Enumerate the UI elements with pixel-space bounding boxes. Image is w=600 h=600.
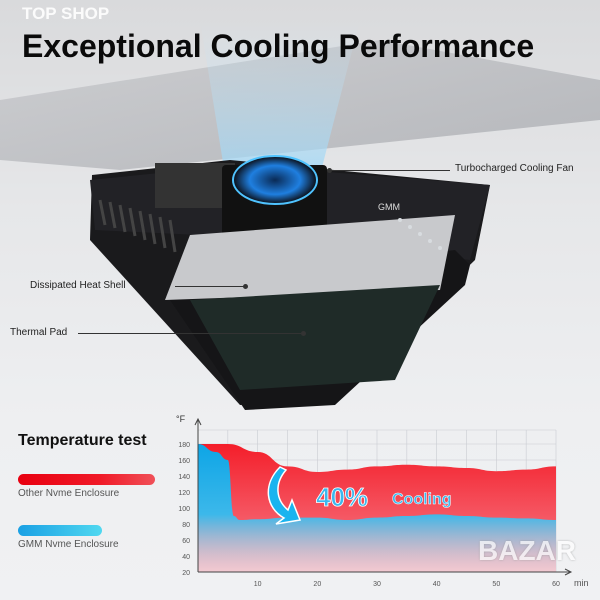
y-axis-unit: °F xyxy=(176,414,186,424)
device-logo: GMM xyxy=(378,202,400,212)
shell-callout-dot xyxy=(243,284,248,289)
x-tick-label: 50 xyxy=(492,581,500,588)
legend-label-other: Other Nvme Enclosure xyxy=(18,488,120,499)
y-tick-label: 20 xyxy=(182,570,190,577)
series-area-gmm xyxy=(198,444,556,572)
airflow xyxy=(200,20,360,175)
x-tick-label: 20 xyxy=(313,581,321,588)
legend-swatch-other xyxy=(18,474,155,485)
y-tick-label: 80 xyxy=(182,522,190,529)
x-tick-label: 30 xyxy=(373,581,381,588)
cooling-label: Cooling xyxy=(392,491,452,508)
shell-callout-line xyxy=(175,286,245,287)
pad-callout-dot xyxy=(301,331,306,336)
callout-thermal-pad: Thermal Pad xyxy=(10,327,68,338)
legend-label-gmm: GMM Nvme Enclosure xyxy=(18,539,119,550)
product-illustration: GMM xyxy=(0,20,600,410)
y-tick-label: 60 xyxy=(182,538,190,545)
y-tick-label: 100 xyxy=(178,506,190,513)
watermark-bazar: BAZAR xyxy=(478,535,576,566)
temperature-chart: 20 40 60 80 100 120 140 160 180 10 20 30 40 50 60 °F m… xyxy=(176,414,589,588)
callout-cooling-fan: Turbocharged Cooling Fan xyxy=(455,163,574,174)
y-tick-label: 40 xyxy=(182,554,190,561)
pad-callout-line xyxy=(78,333,303,334)
fan-icon xyxy=(232,155,318,205)
x-axis-unit: min xyxy=(574,578,589,588)
x-axis-arrow-icon xyxy=(564,568,573,576)
side-vents xyxy=(98,199,177,253)
cooling-arrow-icon xyxy=(267,466,302,525)
watermark-top-shop: TOP SHOP xyxy=(22,4,110,23)
x-tick-label: 60 xyxy=(552,581,560,588)
heatsink-grille xyxy=(155,163,235,208)
fan-callout-dot xyxy=(327,168,332,173)
y-tick-label: 180 xyxy=(178,442,190,449)
legend-swatch-gmm xyxy=(18,525,102,536)
x-tick-label: 40 xyxy=(433,581,441,588)
page-title: Exceptional Cooling Performance xyxy=(22,28,535,64)
y-tick-label: 160 xyxy=(178,458,190,465)
legend-title: Temperature test xyxy=(18,432,147,449)
ssd-board xyxy=(190,285,440,390)
y-tick-label: 120 xyxy=(178,490,190,497)
x-tick-label: 10 xyxy=(254,581,262,588)
y-tick-label: 140 xyxy=(178,474,190,481)
y-axis-arrow-icon xyxy=(194,417,202,426)
cooling-percent: 40% xyxy=(316,482,368,512)
thermal-pad xyxy=(165,215,455,300)
fan-callout-line xyxy=(330,170,450,171)
callout-heat-shell: Dissipated Heat Shell xyxy=(30,280,126,291)
